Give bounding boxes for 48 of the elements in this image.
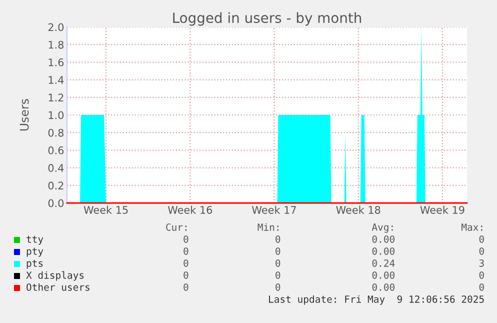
text: 0: [276, 271, 280, 279]
y-tick-label: 1.4: [48, 76, 64, 84]
y-axis-title: Users: [20, 99, 29, 131]
y-tick-label: 1.0: [48, 111, 64, 120]
text: 0.00: [372, 235, 394, 243]
y-tick-label: 1.8: [48, 40, 64, 49]
chart-title: Logged in users - by month: [173, 12, 362, 26]
text: 0: [479, 271, 484, 279]
text: 0: [184, 259, 188, 267]
text: 0: [479, 283, 484, 291]
text: 0: [276, 247, 280, 255]
text: 0.00: [372, 283, 394, 291]
text: 0.24: [372, 259, 395, 267]
y-tick-label: 2.0: [48, 23, 64, 32]
y-tick-label: 0.8: [48, 128, 64, 137]
x-tick-label: Week 15: [84, 206, 128, 214]
y-tick-label: 1.2: [48, 94, 64, 102]
x-tick-label: Week 17: [252, 206, 296, 214]
text: 0: [276, 235, 280, 243]
y-tick-label: 0.2: [48, 182, 64, 190]
text: 0: [479, 235, 484, 243]
text: 0: [184, 247, 188, 255]
text: 0.00: [372, 271, 394, 279]
y-tick-label: 0.0: [48, 199, 64, 208]
text: 0: [276, 283, 280, 291]
text: Min:: [258, 223, 278, 231]
text: 0: [184, 235, 188, 243]
text: 3: [479, 259, 484, 267]
y-tick-label: 0.6: [48, 146, 64, 154]
text: Avg:: [372, 224, 393, 233]
y-tick-label: 1.6: [48, 58, 64, 66]
legend-label: X displays: [26, 271, 84, 281]
text: 0: [276, 259, 280, 267]
y-tick-label: 0.4: [48, 164, 64, 172]
text: 0: [184, 283, 188, 291]
text: 0: [184, 271, 188, 279]
text: Last update: Fri May 9 12:06:56 2025: [269, 295, 484, 305]
text: Cur:: [166, 223, 187, 231]
text: Max:: [462, 224, 482, 231]
x-tick-label: Week 19: [420, 206, 464, 214]
x-tick-label: Week 16: [168, 206, 212, 214]
text: 0: [479, 247, 484, 255]
legend-label: tty: [26, 236, 44, 245]
x-tick-label: Week 18: [336, 206, 380, 214]
text: 0.00: [372, 247, 394, 255]
legend-label: Other users: [26, 283, 90, 291]
legend-label: pty: [26, 248, 44, 257]
legend-label: pts: [26, 260, 43, 269]
